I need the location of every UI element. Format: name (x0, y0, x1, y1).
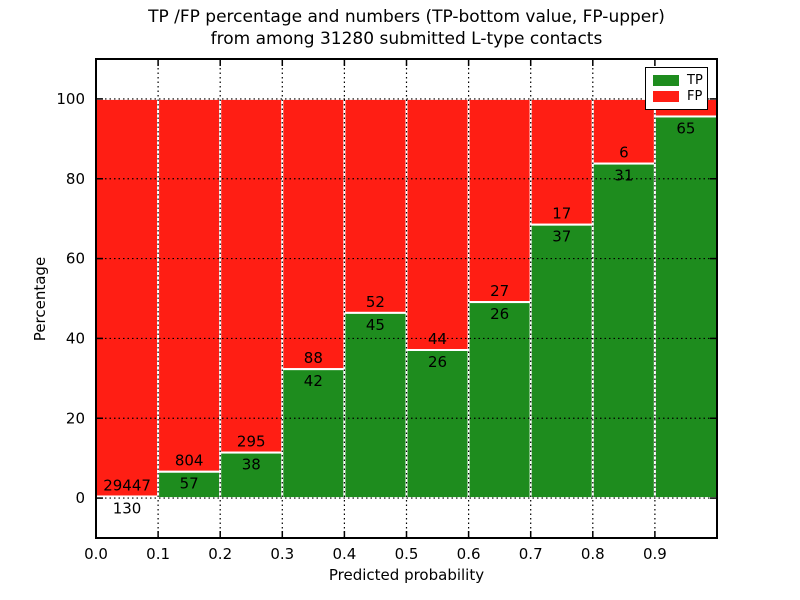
bar-label-tp: 42 (304, 372, 323, 390)
bar-segment-tp (343, 311, 408, 500)
bar-label-fp: 44 (428, 330, 447, 348)
bar-segment-fp (343, 97, 408, 314)
bar-segment-fp (405, 97, 470, 351)
bar-label-tp: 65 (676, 119, 695, 137)
bar-segment-tp (529, 223, 594, 500)
x-tick-label: 0.0 (84, 545, 108, 563)
bar-label-tp: 26 (428, 353, 447, 371)
y-tick-label: 100 (56, 90, 85, 108)
bar-label-tp: 45 (366, 316, 385, 334)
y-tick-label: 0 (75, 489, 85, 507)
plot-area: 0 20 40 60 80 100 0.0 0.1 0.2 0.3 0.4 0.5 0.6 0.7 0.8 0… (56, 58, 719, 563)
x-tick-label: 0.6 (457, 545, 481, 563)
bar-label-tp: 37 (552, 228, 571, 246)
legend-swatch-tp (653, 74, 679, 86)
bar-segment-fp (281, 97, 346, 371)
legend-swatch-fp (653, 91, 679, 103)
x-tick-label: 0.2 (208, 545, 232, 563)
bar-label-fp: 88 (304, 349, 323, 367)
x-tick-label: 0.8 (581, 545, 605, 563)
chart-canvas: 0 20 40 60 80 100 0.0 0.1 0.2 0.3 0.4 0.5 0.6 0.7 0.8 0… (56, 58, 719, 563)
x-tick-label: 0.1 (146, 545, 170, 563)
bar-label-tp: 38 (242, 456, 261, 474)
bar-label-fp: 29447 (103, 476, 151, 494)
y-tick-label: 60 (66, 250, 85, 268)
y-tick-label: 40 (66, 329, 85, 347)
bar-label-fp: 6 (619, 144, 629, 162)
bar-segment-tp (281, 368, 346, 500)
bar-label-tp: 26 (490, 305, 509, 323)
legend-label-tp: TP (687, 72, 703, 88)
bar-segment-fp (219, 97, 284, 454)
x-tick-label: 0.3 (270, 545, 294, 563)
chart-title-line2: from among 31280 submitted L-type contac… (210, 29, 603, 49)
x-tick-label: 0.4 (332, 545, 356, 563)
x-tick-label: 0.7 (519, 545, 543, 563)
bar-segment-tp (405, 348, 470, 500)
y-tick-label: 20 (66, 409, 85, 427)
bar-label-tp: 57 (180, 475, 199, 493)
bar-label-fp: 27 (490, 282, 509, 300)
bar-segment-fp (467, 97, 532, 304)
bar-label-fp: 52 (366, 293, 385, 311)
bar-segment-tp (653, 115, 719, 500)
bar-segment-tp (467, 301, 532, 500)
legend-label-fp: FP (687, 89, 703, 105)
bar-label-tp: 130 (113, 499, 142, 517)
y-tick-label: 80 (66, 170, 85, 188)
x-tick-label: 0.9 (643, 545, 667, 563)
bar-segment-tp (591, 162, 656, 500)
bar-segment-fp (95, 97, 160, 498)
bar-label-fp: 295 (237, 433, 266, 451)
legend-row-tp: TP (653, 72, 703, 88)
x-tick-label: 0.5 (395, 545, 419, 563)
bar-label-fp: 17 (552, 205, 571, 223)
bar-segment-fp (157, 97, 222, 473)
legend: TP FP (645, 67, 708, 110)
bar-label-tp: 31 (614, 167, 633, 185)
x-axis-label: Predicted probability (328, 566, 485, 584)
chart-title: TP /FP percentage and numbers (TP-bottom… (96, 6, 717, 50)
chart-title-line1: TP /FP percentage and numbers (TP-bottom… (148, 7, 665, 27)
bar-label-fp: 804 (175, 452, 204, 470)
legend-row-fp: FP (653, 89, 703, 105)
